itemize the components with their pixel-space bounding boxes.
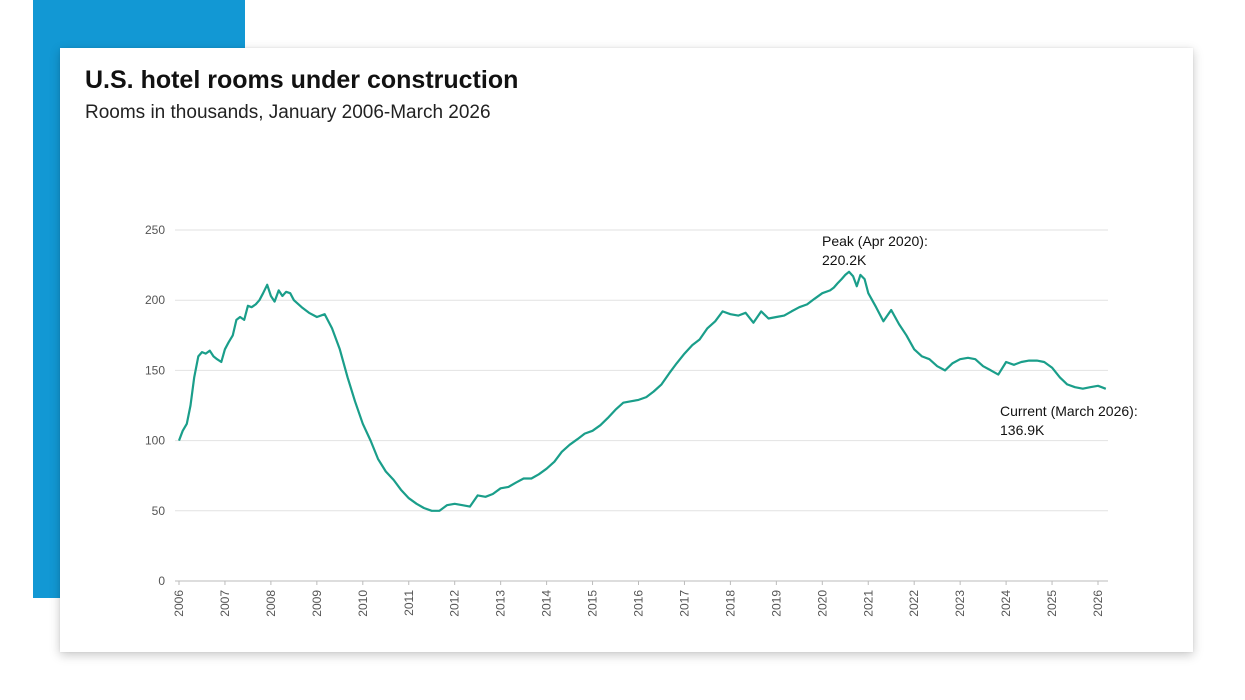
x-tick-label: 2019 bbox=[769, 590, 783, 617]
x-tick-label: 2015 bbox=[586, 590, 600, 617]
y-axis-ticks: 0 50 100 150 200 250 bbox=[145, 223, 165, 588]
x-tick-label: 2017 bbox=[677, 590, 691, 617]
x-tick-label: 2023 bbox=[953, 590, 967, 617]
chart-subtitle: Rooms in thousands, January 2006-March 2… bbox=[85, 102, 491, 123]
x-tick-label: 2012 bbox=[448, 590, 462, 617]
y-tick-label: 100 bbox=[145, 434, 165, 448]
chart-card bbox=[60, 48, 1193, 652]
x-tick-label: 2007 bbox=[218, 590, 232, 617]
x-tick-label: 2014 bbox=[540, 590, 554, 617]
x-tick-label: 2008 bbox=[264, 590, 278, 617]
x-tick-label: 2021 bbox=[861, 590, 875, 617]
gridlines bbox=[175, 229, 1108, 582]
y-tick-label: 150 bbox=[145, 363, 165, 377]
y-tick-label: 50 bbox=[152, 504, 166, 518]
peak-value: 220.2K bbox=[822, 252, 867, 268]
x-tick-label: 2016 bbox=[632, 590, 646, 617]
x-tick-label: 2020 bbox=[815, 590, 829, 617]
x-tick-label: 2011 bbox=[402, 590, 416, 616]
x-tick-label: 2009 bbox=[310, 590, 324, 617]
x-tick-label: 2006 bbox=[172, 590, 186, 617]
x-tick-label: 2022 bbox=[907, 590, 921, 617]
y-tick-label: 250 bbox=[145, 223, 165, 237]
x-tick-label: 2025 bbox=[1045, 590, 1059, 617]
y-tick-label: 200 bbox=[145, 293, 165, 307]
chart-title: U.S. hotel rooms under construction bbox=[85, 66, 519, 94]
y-tick-label: 0 bbox=[158, 574, 165, 588]
current-annotation: Current (March 2026): 136.9K bbox=[1000, 403, 1138, 438]
x-axis-ticks: 2006 2007 2008 2009 2010 2011 2012 2013 2014 2015… bbox=[172, 581, 1105, 617]
peak-annotation: Peak (Apr 2020): 220.2K bbox=[822, 233, 928, 268]
x-tick-label: 2010 bbox=[356, 590, 370, 617]
x-tick-label: 2018 bbox=[723, 590, 737, 617]
current-value: 136.9K bbox=[1000, 422, 1045, 438]
series-line bbox=[177, 270, 1107, 512]
current-label: Current (March 2026): bbox=[1000, 403, 1138, 419]
x-tick-label: 2013 bbox=[494, 590, 508, 617]
x-tick-label: 2026 bbox=[1091, 590, 1105, 617]
peak-label: Peak (Apr 2020): bbox=[822, 233, 928, 249]
x-tick-label: 2024 bbox=[999, 590, 1013, 617]
